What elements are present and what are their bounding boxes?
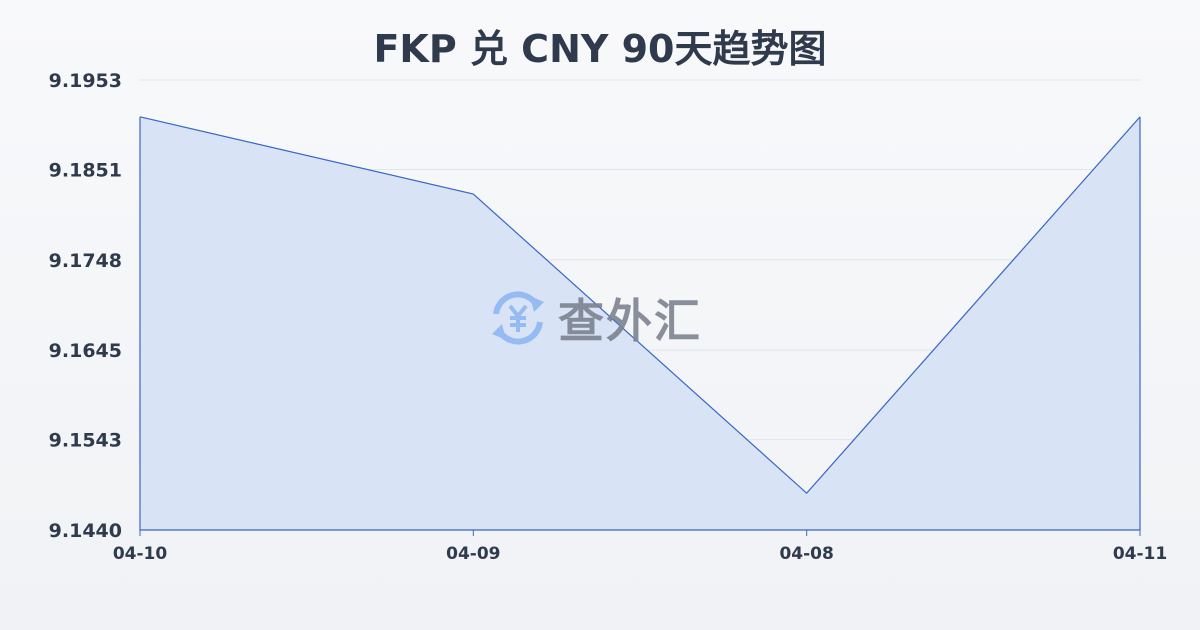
chart-title: FKP 兑 CNY 90天趋势图 (373, 27, 827, 71)
y-tick-label: 9.1748 (49, 250, 122, 272)
y-tick-label: 9.1440 (49, 520, 122, 542)
watermark-text: 查外汇 (558, 294, 702, 348)
watermark: 查外汇 (488, 285, 702, 351)
x-tick-label: 04-08 (779, 544, 833, 564)
yen-exchange-icon (492, 291, 544, 345)
area-fill (140, 116, 1140, 530)
x-tick-label: 04-11 (1113, 544, 1167, 564)
y-tick-label: 9.1543 (49, 430, 122, 452)
series-line (139, 116, 1141, 495)
y-tick-label: 9.1645 (49, 340, 122, 362)
y-tick-label: 9.1851 (49, 159, 122, 181)
x-tick-label: 04-09 (446, 544, 500, 564)
x-tick-label: 04-10 (113, 544, 168, 564)
y-tick-label: 9.1953 (49, 70, 122, 92)
